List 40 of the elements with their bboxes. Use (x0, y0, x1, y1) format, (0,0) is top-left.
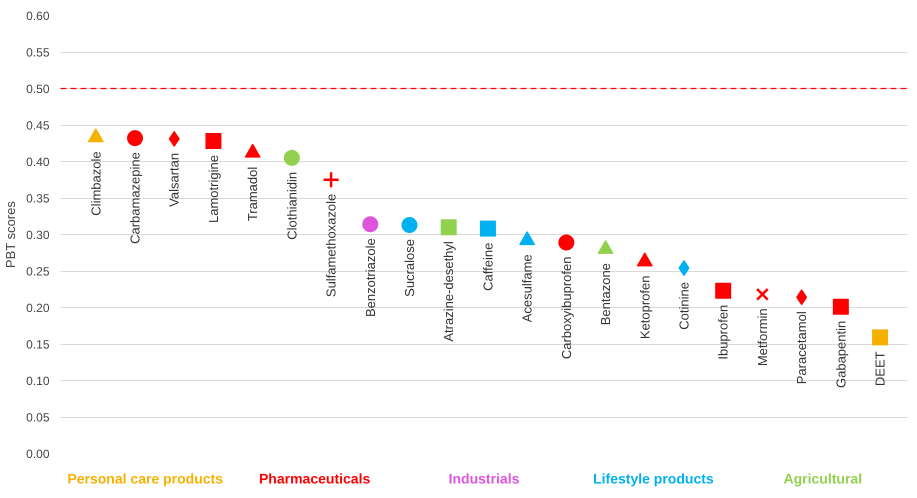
y-tick-label: 0.15 (26, 338, 50, 352)
x-tick-label: Sucralose (402, 239, 417, 297)
x-tick-label: Sulfamethoxazole (324, 194, 339, 298)
x-tick-label: Tramadol (245, 166, 260, 222)
y-tick-label: 0.10 (26, 374, 50, 388)
y-tick-label: 0.50 (26, 82, 50, 96)
x-tick-label: Carbamazepine (128, 152, 143, 244)
x-tick-label: Lamotrigine (206, 155, 221, 223)
x-tick-label: Valsartan (166, 152, 182, 207)
x-tick-label: Carboxyibuprofen (558, 256, 574, 360)
x-tick-label: Climbazole (88, 151, 104, 216)
x-tick-label: Acesulfame (520, 254, 535, 322)
y-tick-label: 0.55 (26, 46, 50, 60)
x-tick-label: Ibuprofen (716, 304, 731, 360)
y-tick-label: 0.40 (26, 155, 50, 169)
x-tick-label: Cotinine (676, 282, 692, 330)
y-tick-label: 0.30 (26, 228, 50, 242)
x-tick-label: Atrazine-desethyl (441, 241, 456, 342)
text: Industrials (448, 470, 520, 486)
x-tick-label: DEET (872, 351, 888, 386)
y-tick-label: 0.00 (26, 447, 50, 461)
y-axis-title: PBT scores (3, 200, 18, 268)
x-tick-label: Gabapentin (833, 320, 848, 388)
x-tick-label: Caffeine (480, 242, 496, 291)
y-tick-label: 0.60 (26, 9, 50, 23)
y-tick-label: 0.20 (26, 301, 50, 315)
x-tick-label: Benzotriazole (362, 238, 378, 318)
text: Agricultural (784, 470, 862, 486)
x-tick-label: Clothianidin (284, 172, 300, 240)
x-tick-label: Metformin (754, 308, 770, 366)
y-tick-label: 0.25 (26, 264, 50, 278)
x-tick-label: Ketoprofen (637, 276, 652, 340)
text: Pharmaceuticals (258, 470, 370, 486)
x-tick-label: Bentazone (598, 263, 614, 326)
y-tick-label: 0.05 (26, 410, 50, 424)
x-tick-label: Paracetamol (794, 311, 810, 384)
text: Lifestyle products (593, 470, 714, 486)
y-tick-label: 0.45 (26, 118, 50, 132)
text: Personal care products (67, 470, 224, 486)
y-tick-label: 0.35 (26, 192, 50, 206)
